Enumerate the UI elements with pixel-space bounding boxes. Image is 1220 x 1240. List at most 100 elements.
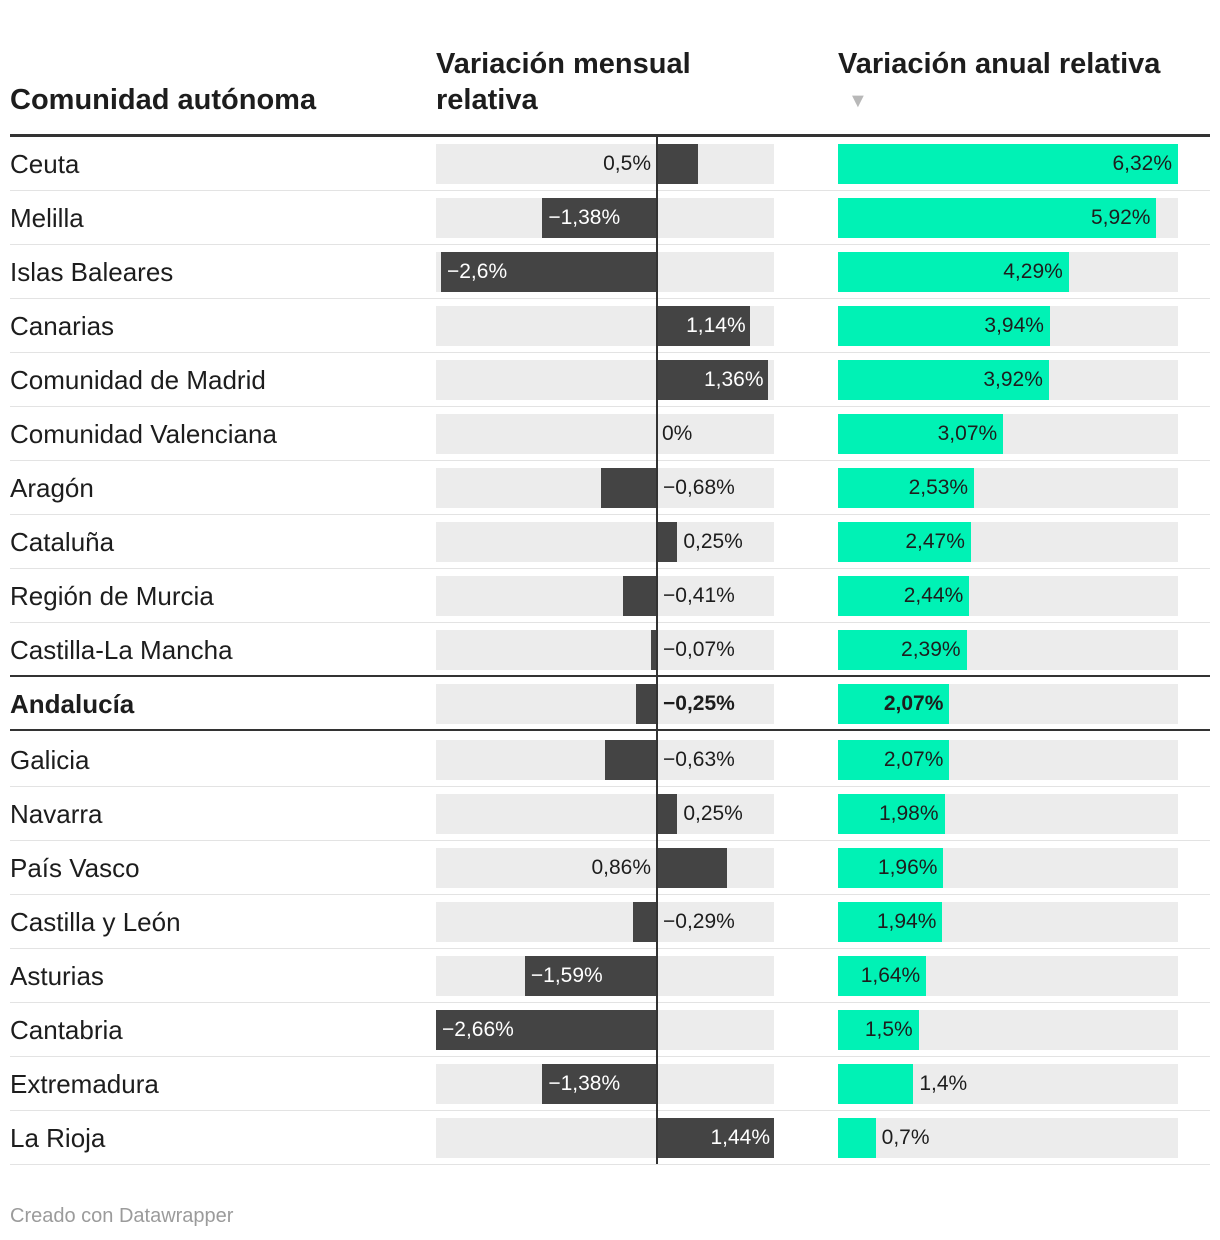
anual-value-label: 2,47%: [905, 530, 965, 553]
anual-bar: [838, 740, 950, 780]
row-name: Islas Baleares: [10, 257, 174, 287]
row-name: Castilla-La Mancha: [10, 635, 233, 665]
mensual-value-label: −0,63%: [663, 748, 735, 771]
table-row: Castilla-La Mancha −0,07% 2,39%: [0, 623, 1220, 677]
mensual-value-label: −0,68%: [663, 476, 735, 499]
footer-credit[interactable]: Creado con Datawrapper: [10, 1205, 234, 1227]
mensual-bar: [657, 794, 678, 834]
anual-value-label: 2,53%: [908, 476, 969, 499]
anual-bar: [838, 902, 943, 942]
mensual-bar: [622, 576, 657, 616]
header-comunidad[interactable]: Comunidad autónoma: [10, 84, 317, 116]
header-anual[interactable]: Variación anual relativa: [838, 48, 1161, 80]
anual-bar: [838, 576, 970, 616]
mensual-track: [436, 522, 774, 562]
row-divider: [10, 1056, 1210, 1057]
mensual-value-label: −2,6%: [446, 260, 508, 283]
row-divider: [10, 894, 1210, 895]
mensual-value-label: 0,25%: [683, 802, 743, 825]
table-row: Islas Baleares −2,6% 4,29%: [0, 245, 1220, 299]
anual-value-label: 0,7%: [881, 1126, 930, 1149]
mensual-bar: [657, 848, 727, 888]
row-divider: [10, 568, 1210, 569]
anual-bar: [838, 848, 944, 888]
row-name: Navarra: [10, 799, 103, 829]
mensual-bar: [600, 468, 657, 508]
row-divider: [10, 1164, 1210, 1165]
mensual-bar: [632, 902, 657, 942]
table-row: Andalucía −0,25% 2,07%: [0, 675, 1220, 731]
row-name: La Rioja: [10, 1123, 106, 1153]
mensual-value-label: 1,14%: [686, 314, 746, 337]
sort-descending-icon[interactable]: ▼: [848, 90, 868, 112]
mensual-value-label: 0,86%: [591, 856, 651, 879]
mensual-track: [436, 902, 774, 942]
anual-value-label: 1,4%: [919, 1072, 968, 1095]
row-divider: [10, 244, 1210, 245]
table-row: Canarias 1,14% 3,94%: [0, 299, 1220, 353]
table-row: Aragón −0,68% 2,53%: [0, 461, 1220, 515]
row-divider: [10, 460, 1210, 461]
anual-bar: [838, 684, 950, 724]
row-name: Aragón: [10, 473, 94, 503]
table-row: País Vasco 0,86% 1,96%: [0, 841, 1220, 895]
mensual-value-label: −1,59%: [530, 964, 603, 987]
row-divider: [10, 352, 1210, 353]
row-name: Melilla: [10, 203, 84, 233]
table-row: Cataluña 0,25% 2,47%: [0, 515, 1220, 569]
mensual-bar: [657, 1118, 774, 1158]
row-divider: [10, 190, 1210, 191]
row-name: Comunidad Valenciana: [10, 419, 277, 449]
row-name: Galicia: [10, 745, 90, 775]
anual-bar: [838, 252, 1069, 292]
row-divider: [10, 729, 1210, 731]
row-name: Canarias: [10, 311, 115, 341]
anual-value-label: 1,64%: [860, 964, 921, 987]
mensual-bar: [657, 360, 768, 400]
anual-value-label: 3,92%: [983, 368, 1043, 391]
row-name: País Vasco: [10, 853, 140, 883]
anual-value-label: 1,94%: [876, 910, 937, 933]
mensual-track: [436, 794, 774, 834]
table-row: Comunidad de Madrid 1,36% 3,92%: [0, 353, 1220, 407]
row-name: Andalucía: [10, 689, 135, 719]
anual-bar: [838, 1064, 914, 1104]
mensual-value-label: −1,38%: [548, 206, 621, 229]
row-divider: [10, 840, 1210, 841]
row-name: Comunidad de Madrid: [10, 365, 266, 395]
mensual-value-label: 0%: [662, 422, 693, 445]
mensual-value-label: 0,5%: [603, 152, 651, 175]
anual-bar: [838, 306, 1050, 346]
mensual-track: [436, 144, 774, 184]
anual-bar: [838, 794, 945, 834]
anual-bar: [838, 1010, 919, 1050]
anual-value-label: 6,32%: [1112, 152, 1172, 175]
mensual-bar: [604, 740, 657, 780]
row-divider: [10, 1110, 1210, 1111]
mensual-bar: [542, 198, 657, 238]
mensual-bar: [657, 144, 698, 184]
anual-value-label: 1,5%: [864, 1018, 913, 1041]
anual-value-label: 2,44%: [903, 584, 964, 607]
header-mensual[interactable]: Variación mensual relativa: [436, 48, 691, 116]
row-divider: [10, 786, 1210, 787]
row-name: Región de Murcia: [10, 581, 214, 611]
table-row: Ceuta 0,5% 6,32%: [0, 137, 1220, 191]
row-divider: [10, 622, 1210, 623]
table-row: Galicia −0,63% 2,07%: [0, 733, 1220, 787]
anual-value-label: 4,29%: [1003, 260, 1063, 283]
anual-bar: [838, 956, 927, 996]
mensual-bar: [436, 1010, 657, 1050]
anual-bar: [838, 144, 1178, 184]
row-name: Asturias: [10, 961, 104, 991]
mensual-track: [436, 576, 774, 616]
row-name: Extremadura: [10, 1069, 159, 1099]
table-row: Melilla −1,38% 5,92%: [0, 191, 1220, 245]
row-name: Castilla y León: [10, 907, 181, 937]
anual-track: [838, 1118, 1178, 1158]
row-divider: [10, 514, 1210, 515]
anual-bar: [838, 522, 971, 562]
mensual-bar: [657, 522, 678, 562]
anual-bar: [838, 414, 1004, 454]
anual-bar: [838, 468, 975, 508]
